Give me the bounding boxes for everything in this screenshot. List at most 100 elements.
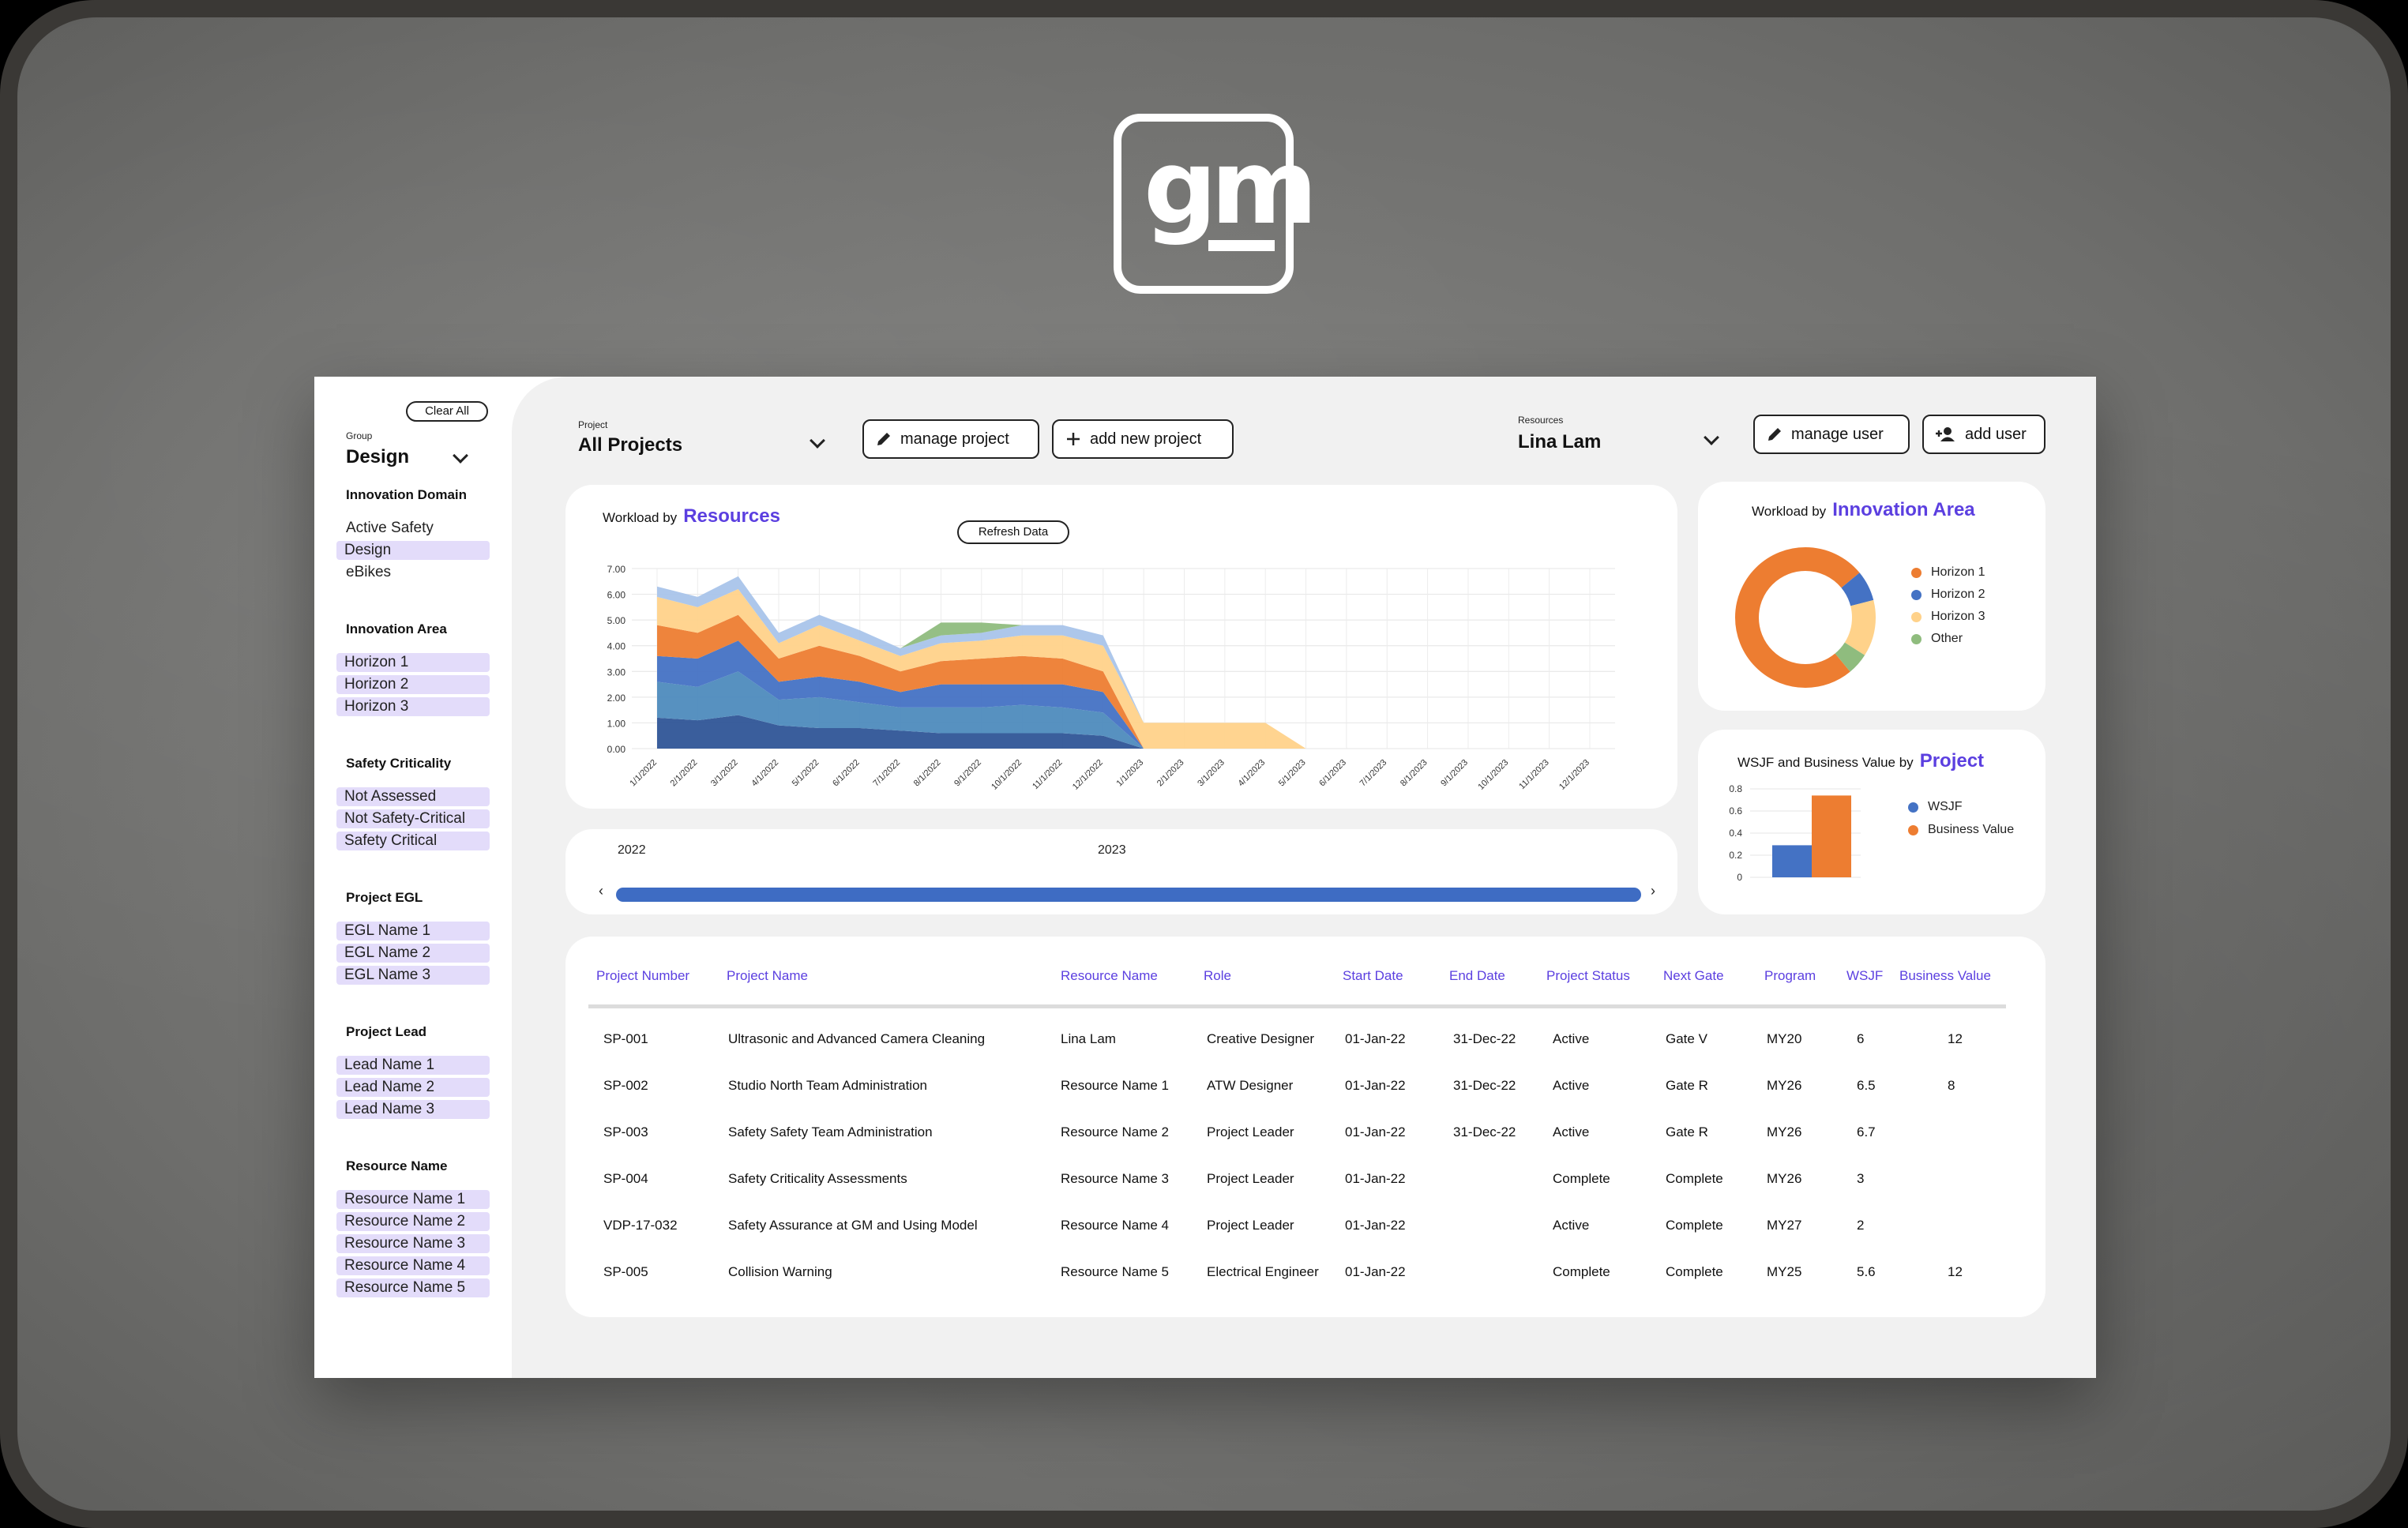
filter-item[interactable]: eBikes [346,564,392,580]
table-cell: MY27 [1767,1218,1802,1233]
logo-text: gm [1144,127,1317,247]
column-header[interactable]: Role [1204,968,1231,983]
y-tick-label: 0.00 [607,744,626,755]
table-cell: 31-Dec-22 [1453,1078,1516,1093]
filter-item[interactable]: Resource Name 5 [336,1278,490,1297]
x-tick-label: 2/1/2022 [669,758,700,789]
legend-item: Business Value [1908,823,2014,837]
table-cell: 31-Dec-22 [1453,1124,1516,1139]
filter-list: Horizon 1 Horizon 2 Horizon 3 [336,653,490,719]
year-label: 2022 [618,843,646,857]
column-header[interactable]: Program [1764,968,1816,983]
year-label: 2023 [1098,843,1126,857]
column-header[interactable]: WSJF [1846,968,1884,983]
filter-item[interactable]: Resource Name 4 [336,1256,490,1275]
table-cell: 31-Dec-22 [1453,1031,1516,1046]
x-tick-label: 11/1/2023 [1517,758,1551,792]
table-cell: MY26 [1767,1171,1802,1186]
table-cell: Resource Name 1 [1061,1078,1170,1093]
legend-swatch [1911,611,1922,622]
logo-underline [1208,240,1275,251]
table-cell: Resource Name 2 [1061,1124,1170,1139]
table-cell: Complete [1666,1218,1723,1233]
column-header[interactable]: Start Date [1343,968,1403,983]
wsjf-title: WSJF and Business Value by Project [1737,750,1984,772]
filter-item[interactable]: Resource Name 1 [336,1190,490,1209]
x-tick-label: 2/1/2023 [1155,758,1186,789]
table-cell: Complete [1666,1264,1723,1279]
x-tick-label: 12/1/2022 [1071,758,1105,792]
area-series-5 [657,576,1590,749]
filter-item[interactable]: Resource Name 2 [336,1212,490,1231]
column-header[interactable]: Project Status [1546,968,1630,983]
chevron-down-icon[interactable] [453,448,468,464]
table-cell: Creative Designer [1207,1031,1315,1046]
legend-label: WSJF [1928,800,1963,813]
add-user-icon [1936,427,1955,441]
manage-user-button[interactable]: manage user [1753,415,1910,454]
header-divider [588,1004,2006,1008]
column-header[interactable]: Resource Name [1061,968,1158,983]
filter-item[interactable]: Resource Name 3 [336,1234,490,1253]
resources-select-value[interactable]: Lina Lam [1518,431,1602,452]
x-tick-label: 7/1/2023 [1358,758,1389,789]
title-prefix: Workload by [1752,504,1827,519]
area-series-1 [657,671,1590,749]
add-new-project-button[interactable]: add new project [1052,419,1234,459]
pencil-icon [1768,428,1781,441]
scroll-left-icon[interactable]: ‹ [599,883,603,899]
x-tick-label: 5/1/2023 [1277,758,1308,789]
refresh-data-button[interactable]: Refresh Data [957,520,1069,544]
filter-item[interactable]: Active Safety [346,520,434,536]
group-select-value[interactable]: Design [346,446,410,467]
filter-item[interactable]: Not Safety-Critical [336,809,490,828]
filter-item[interactable]: Lead Name 1 [336,1056,490,1075]
y-tick-label: 6.00 [607,590,626,601]
add-user-button[interactable]: add user [1922,415,2045,454]
clear-all-button[interactable]: Clear All [406,401,488,422]
manage-project-button[interactable]: manage project [862,419,1039,459]
x-tick-label: 6/1/2023 [1317,758,1348,789]
legend-item: WSJF [1908,800,1963,814]
filter-section-title: Resource Name [346,1158,448,1173]
table-cell: MY20 [1767,1031,1802,1046]
filter-item[interactable]: Design [336,541,490,560]
area-series-2 [657,640,1590,749]
filter-section-title: Innovation Area [346,621,447,636]
filter-item[interactable]: Horizon 2 [336,675,490,694]
column-header[interactable]: Project Number [596,968,690,983]
area-series-3 [657,614,1590,749]
x-tick-label: 10/1/2022 [990,758,1024,792]
table-cell: Gate R [1666,1124,1708,1139]
table-cell: Collision Warning [728,1264,832,1279]
filter-item[interactable]: Horizon 1 [336,653,490,672]
project-select-value[interactable]: All Projects [578,434,683,456]
timeline-scrollbar[interactable] [616,888,1641,902]
filter-item[interactable]: Lead Name 2 [336,1078,490,1097]
x-tick-label: 10/1/2023 [1476,758,1510,792]
table-cell: Resource Name 3 [1061,1171,1170,1186]
filter-list: EGL Name 1 EGL Name 2 EGL Name 3 [336,922,490,988]
x-tick-label: 9/1/2022 [952,758,983,789]
y-tick-label: 4.00 [607,641,626,652]
table-cell: 01-Jan-22 [1345,1124,1406,1139]
filter-item[interactable]: Not Assessed [336,787,490,806]
title-accent: Project [1919,750,1985,772]
filter-item[interactable]: EGL Name 2 [336,944,490,963]
column-header[interactable]: Next Gate [1663,968,1724,983]
column-header[interactable]: Business Value [1899,968,1991,983]
legend-label: Business Value [1928,823,2015,836]
filter-item[interactable]: Lead Name 3 [336,1100,490,1119]
x-tick-label: 3/1/2023 [1196,758,1227,789]
column-header[interactable]: Project Name [727,968,808,983]
filter-item[interactable]: Safety Critical [336,832,490,850]
legend-label: Horizon 3 [1931,610,1985,623]
filter-item[interactable]: EGL Name 1 [336,922,490,940]
x-tick-label: 7/1/2022 [871,758,902,789]
filter-item[interactable]: EGL Name 3 [336,966,490,985]
workload-area-chart: 0.00 1.00 2.00 3.00 4.00 5.00 6.00 7.00 1/1/2022… [607,564,1615,792]
area-series-0 [657,715,1590,749]
scroll-right-icon[interactable]: › [1651,883,1655,899]
column-header[interactable]: End Date [1449,968,1505,983]
filter-item[interactable]: Horizon 3 [336,697,490,716]
